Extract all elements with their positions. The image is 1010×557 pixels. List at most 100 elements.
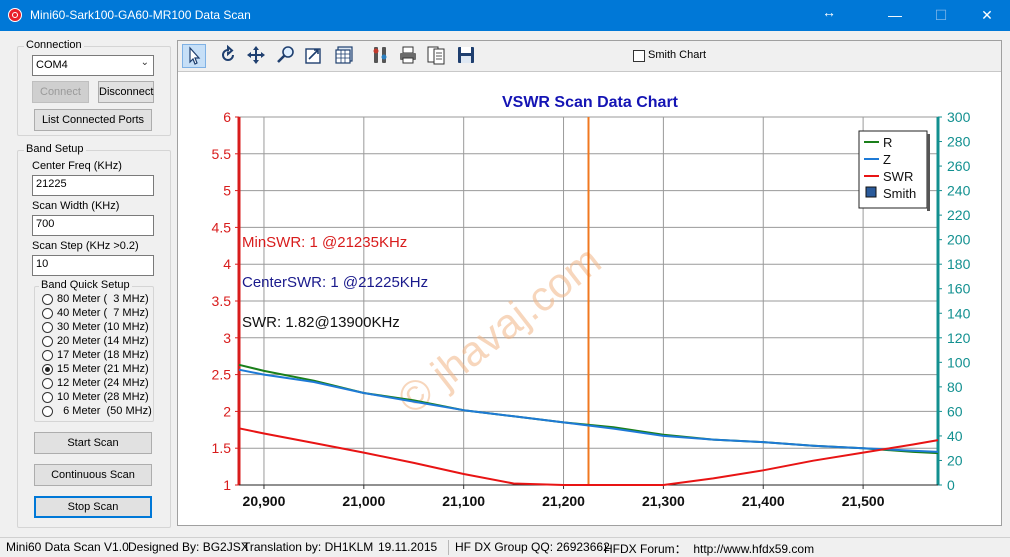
legend-entry: SWR [883,169,913,184]
radio-button[interactable] [42,392,53,403]
close-button[interactable]: ✕ [981,7,993,23]
status-designer: Designed By: BG2JSX [128,540,249,554]
legend-entry: R [883,135,892,150]
rotate-icon[interactable] [216,44,240,68]
list-ports-button[interactable]: List Connected Ports [34,109,152,131]
title-bar: Mini60-Sark100-GA60-MR100 Data Scan ↔ — … [0,0,1010,31]
band-radio-label: 30 Meter (10 MHz) [57,321,149,333]
scan-step-input[interactable]: 10 [32,255,154,276]
radio-button[interactable] [42,406,53,417]
y-right-tick-label: 200 [947,232,971,248]
legend-shadow [927,134,930,211]
scan-width-input[interactable]: 700 [32,215,154,236]
radio-button[interactable] [42,336,53,347]
x-tick-label: 21,100 [442,493,485,509]
status-qq: HF DX Group QQ: 26923662 [455,540,610,554]
band-radio-label: 17 Meter (18 MHz) [57,349,149,361]
series-line-z [238,368,939,453]
settings-icon[interactable] [368,44,392,68]
radio-button[interactable] [42,364,53,375]
grid-icon[interactable] [332,44,356,68]
y-left-tick-label: 4.5 [212,219,232,235]
y-right-tick-label: 280 [947,134,971,150]
status-date: 19.11.2015 [378,540,438,554]
center-swr-annotation: CenterSWR: 1 @21225KHz [242,274,428,291]
continuous-scan-button[interactable]: Continuous Scan [34,464,152,486]
window-title: Mini60-Sark100-GA60-MR100 Data Scan [30,8,251,22]
print-icon[interactable] [396,44,420,68]
chevron-down-icon: ⌄ [140,57,149,68]
chart-panel: Smith Chart VSWR Scan Data Chart 20,900 21… [177,40,1002,526]
x-tick-label: 21,200 [542,493,585,509]
swr-annotation: SWR: 1.82@13900KHz [242,314,400,331]
band-quick-setup-group: Band Quick Setup [34,279,154,422]
zoom-icon[interactable] [274,44,298,68]
status-forum: HFDX Forum： http://www.hfdx59.com [604,542,815,556]
chart-export-icon[interactable] [302,44,326,68]
x-tick-label: 21,000 [342,493,385,509]
y-right-tick-label: 80 [947,379,963,395]
scan-width-label: Scan Width (KHz) [32,200,120,212]
chart-toolbar: Smith Chart [178,41,1001,72]
y-right-tick-label: 140 [947,305,971,321]
print-preview-icon[interactable] [424,44,448,68]
y-right-tick-label: 160 [947,281,971,297]
center-freq-input[interactable]: 21225 [32,175,154,196]
band-radio-label: 10 Meter (28 MHz) [57,391,149,403]
y-right-tick-label: 240 [947,183,971,199]
legend-swatch [865,186,877,198]
y-right-tick-label: 100 [947,354,971,370]
y-left-tick-label: 6 [223,109,231,125]
pointer-icon[interactable] [182,44,206,68]
radio-button[interactable] [42,308,53,319]
connection-group-title: Connection [24,39,84,51]
stop-scan-button[interactable]: Stop Scan [34,496,152,518]
y-left-tick-label: 3 [223,330,231,346]
app-icon[interactable] [8,8,22,22]
band-radio-label: 6 Meter (50 MHz) [57,405,152,417]
connect-button[interactable]: Connect [32,81,89,103]
y-right-tick-label: 260 [947,158,971,174]
maximize-button[interactable]: ☐ [934,7,948,23]
band-radio-label: 40 Meter ( 7 MHz) [57,307,149,319]
x-tick-label: 21,300 [642,493,685,509]
disconnect-button[interactable]: Disconnect [98,81,154,103]
y-right-tick-label: 20 [947,452,963,468]
y-left-tick-label: 4 [223,256,231,272]
minimize-button[interactable]: — [888,7,902,23]
legend-entry: Smith [883,186,916,201]
y-left-tick-label: 2 [223,403,231,419]
y-left-tick-label: 1.5 [212,440,232,456]
smith-chart-checkbox[interactable] [633,50,645,62]
radio-button[interactable] [42,322,53,333]
center-freq-label: Center Freq (KHz) [32,160,122,172]
band-setup-group: Band Setup [17,143,171,528]
y-left-tick-label: 5 [223,183,231,199]
y-left-tick-label: 1 [223,477,231,493]
y-right-tick-label: 40 [947,428,963,444]
chart-title: VSWR Scan Data Chart [502,94,679,111]
radio-button[interactable] [42,350,53,361]
x-tick-label: 21,400 [742,493,785,509]
status-divider [448,540,449,555]
radio-button[interactable] [42,294,53,305]
x-tick-label: 21,500 [842,493,885,509]
y-right-tick-label: 220 [947,207,971,223]
min-swr-annotation: MinSWR: 1 @21235KHz [242,234,407,251]
status-bar: Mini60 Data Scan V1.0 Designed By: BG2JS… [0,537,1010,557]
save-icon[interactable] [454,44,478,68]
scan-step-label: Scan Step (KHz >0.2) [32,240,139,252]
y-right-tick-label: 60 [947,403,963,419]
resize-icon: ↔ [822,4,836,20]
radio-button[interactable] [42,378,53,389]
start-scan-button[interactable]: Start Scan [34,432,152,454]
move-icon[interactable] [244,44,268,68]
band-radio-label: 20 Meter (14 MHz) [57,335,149,347]
band-radio-label: 15 Meter (21 MHz) [57,363,149,375]
y-left-tick-label: 5.5 [212,146,232,162]
port-select[interactable]: COM4 ⌄ [32,55,154,76]
band-radio-label: 12 Meter (24 MHz) [57,377,149,389]
series-line-swr [238,427,939,486]
connection-group: Connection [17,39,171,136]
